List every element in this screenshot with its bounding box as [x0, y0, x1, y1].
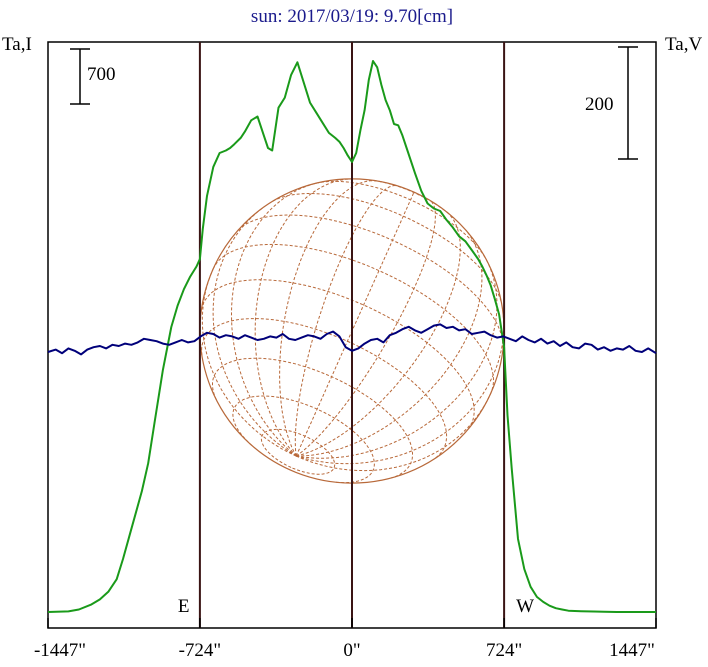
- right-axis-label: Ta,V: [665, 34, 702, 55]
- meridian-line: [296, 211, 461, 457]
- parallel-line: [232, 395, 375, 484]
- parallel-line: [260, 428, 336, 475]
- parallel-line: [373, 180, 450, 215]
- chart-title: sun: 2017/03/19: 9.70[cm]: [251, 6, 453, 27]
- meridian-line: [212, 206, 297, 457]
- meridian-line: [296, 392, 492, 472]
- x-tick-label: -1447": [34, 640, 86, 661]
- meridian-line: [279, 180, 378, 457]
- parallel-line: [212, 357, 413, 479]
- parallel-line: [237, 214, 504, 349]
- right-scale-label: 200: [585, 94, 614, 115]
- x-tick-label: 724": [486, 640, 522, 661]
- parallel-line: [201, 318, 448, 460]
- right-scale-bar: [618, 46, 638, 160]
- x-tick-label: -724": [179, 640, 222, 661]
- limb-marker-label: W: [516, 596, 534, 617]
- x-tick-label: 0": [343, 640, 360, 661]
- meridian-line: [296, 230, 483, 457]
- parallel-line: [315, 180, 487, 260]
- left-scale-bar: [70, 48, 90, 105]
- left-scale-label: 700: [87, 64, 116, 85]
- series-lines: [47, 60, 657, 613]
- meridian-line: [295, 199, 436, 457]
- meridian-line: [294, 184, 398, 457]
- meridian-line: [296, 313, 505, 465]
- meridian-line: [201, 268, 297, 457]
- parallel-line: [200, 279, 475, 430]
- meridian-line: [295, 191, 415, 457]
- x-tick-label: 1447": [609, 640, 655, 661]
- series-I-line: [47, 60, 656, 613]
- meridian-line: [254, 178, 351, 457]
- x-axis-ticks: -1447" -724" 0" 724" 1447": [34, 618, 657, 661]
- series-V-line: [47, 323, 657, 356]
- parallel-line: [212, 243, 495, 394]
- meridian-line: [230, 182, 317, 457]
- limb-marker-label: E: [178, 596, 190, 617]
- left-axis-label: Ta,I: [2, 34, 32, 55]
